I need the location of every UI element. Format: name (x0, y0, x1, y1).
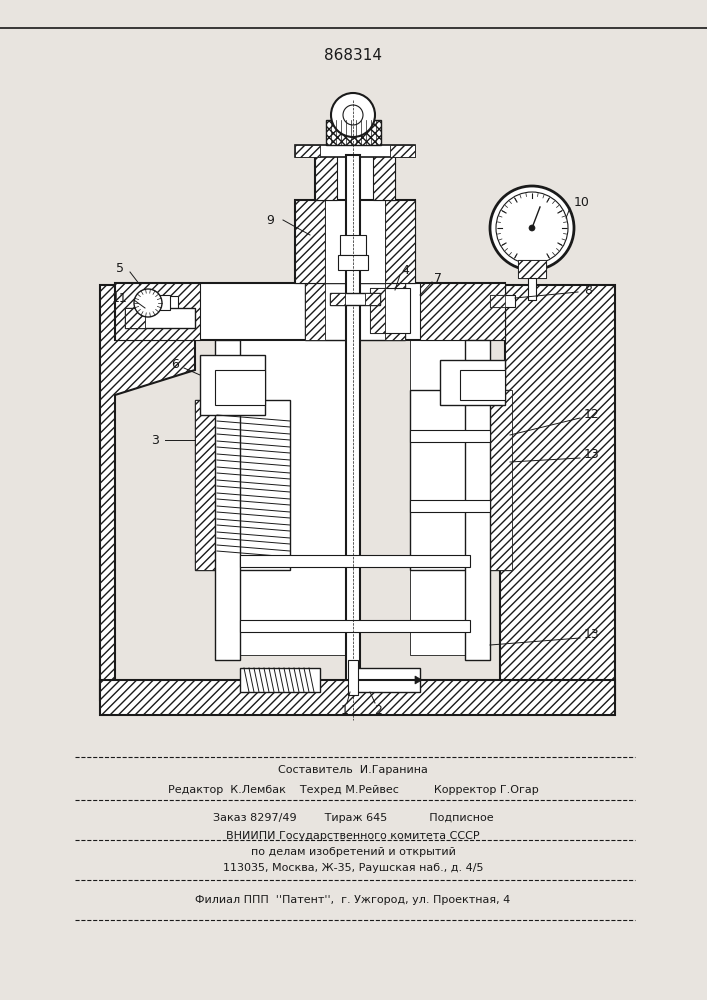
Bar (370, 288, 410, 333)
Bar (295, 200, 415, 283)
Polygon shape (315, 155, 337, 200)
Bar (440, 360, 505, 405)
Text: 868314: 868314 (324, 47, 382, 62)
Bar (200, 355, 265, 415)
Bar (330, 293, 380, 305)
Bar (240, 620, 470, 632)
Text: 5: 5 (116, 261, 124, 274)
Bar (518, 260, 546, 278)
Bar (465, 340, 490, 660)
Circle shape (134, 289, 162, 317)
Text: Заказ 8297/49        Тираж 645            Подписное: Заказ 8297/49 Тираж 645 Подписное (213, 813, 493, 823)
Bar (100, 680, 615, 715)
Circle shape (331, 93, 375, 137)
Polygon shape (385, 283, 405, 340)
Circle shape (490, 186, 574, 270)
Bar (305, 283, 405, 340)
Bar (215, 340, 240, 660)
Text: 4: 4 (401, 263, 409, 276)
Polygon shape (490, 295, 505, 307)
Bar (410, 340, 465, 655)
Bar (355, 668, 420, 692)
Text: 6: 6 (171, 359, 179, 371)
Circle shape (529, 225, 535, 231)
Text: Филиал ППП  ''Патент'',  г. Ужгород, ул. Проектная, 4: Филиал ППП ''Патент'', г. Ужгород, ул. П… (195, 895, 510, 905)
Circle shape (343, 105, 363, 125)
Polygon shape (125, 308, 145, 328)
Text: по делам изобретений и открытий: по делам изобретений и открытий (250, 847, 455, 857)
Text: 13: 13 (584, 629, 600, 642)
Text: Редактор  К.Лембак    Техред М.Рейвес          Корректор Г.Огар: Редактор К.Лембак Техред М.Рейвес Коррек… (168, 785, 538, 795)
Polygon shape (373, 155, 395, 200)
Bar (325, 200, 385, 283)
Text: 10: 10 (574, 196, 590, 209)
Text: 13: 13 (584, 448, 600, 462)
Text: Составитель  И.Гаранина: Составитель И.Гаранина (278, 765, 428, 775)
Bar (315, 155, 395, 200)
Bar (348, 660, 358, 695)
Bar (195, 400, 217, 570)
Bar (240, 555, 470, 567)
Bar (410, 430, 490, 442)
Bar (125, 308, 195, 328)
Bar (490, 295, 515, 307)
Polygon shape (330, 293, 345, 305)
Bar (490, 390, 512, 570)
Polygon shape (518, 260, 546, 278)
Bar (340, 235, 366, 255)
Polygon shape (390, 145, 415, 157)
Bar (148, 296, 178, 310)
Text: 2: 2 (374, 704, 382, 716)
Text: 7: 7 (434, 271, 442, 284)
Bar (155, 295, 170, 310)
Bar (326, 120, 381, 145)
Bar (115, 283, 505, 340)
Circle shape (496, 192, 568, 264)
Polygon shape (100, 285, 195, 700)
Bar (215, 370, 265, 405)
Polygon shape (305, 283, 325, 340)
Bar (410, 390, 510, 570)
Polygon shape (365, 293, 380, 305)
Text: ВНИИПИ Государственного комитета СССР: ВНИИПИ Государственного комитета СССР (226, 831, 480, 841)
Polygon shape (500, 285, 615, 700)
Polygon shape (415, 676, 422, 684)
Polygon shape (115, 283, 200, 340)
Bar (460, 370, 505, 400)
Bar (410, 500, 490, 512)
Text: 12: 12 (584, 408, 600, 422)
Bar (195, 400, 290, 570)
Text: 1: 1 (341, 704, 349, 716)
Polygon shape (385, 200, 415, 283)
Bar (338, 255, 368, 270)
Text: 3: 3 (151, 434, 159, 446)
Text: 113035, Москва, Ж-35, Раушская наб., д. 4/5: 113035, Москва, Ж-35, Раушская наб., д. … (223, 863, 484, 873)
Bar (240, 668, 320, 692)
Bar (346, 155, 360, 680)
Bar (295, 145, 415, 157)
Text: 9: 9 (266, 214, 274, 227)
Bar (240, 340, 346, 655)
Text: 8: 8 (584, 284, 592, 296)
Bar (528, 278, 536, 300)
Polygon shape (295, 145, 320, 157)
Polygon shape (370, 288, 385, 333)
Polygon shape (420, 283, 505, 340)
Text: 11: 11 (112, 292, 128, 304)
Polygon shape (295, 200, 325, 283)
